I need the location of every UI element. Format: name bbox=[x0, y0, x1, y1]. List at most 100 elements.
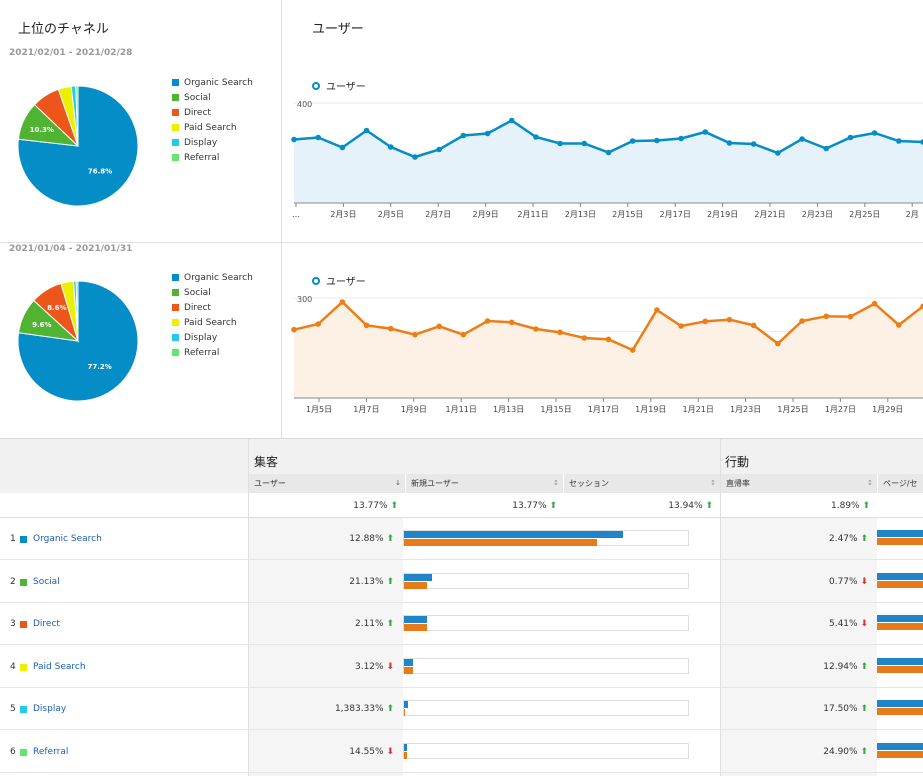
y-tick-label: 400 bbox=[297, 100, 312, 109]
data-point[interactable] bbox=[605, 149, 612, 156]
data-point[interactable] bbox=[508, 319, 515, 326]
series-area bbox=[294, 302, 923, 398]
data-point[interactable] bbox=[557, 329, 563, 336]
data-point[interactable] bbox=[291, 326, 297, 333]
data-point[interactable] bbox=[412, 331, 418, 338]
channel-link[interactable]: Direct bbox=[33, 619, 60, 629]
data-point[interactable] bbox=[847, 313, 854, 320]
data-point[interactable] bbox=[460, 132, 467, 139]
data-point[interactable] bbox=[605, 336, 612, 343]
data-point[interactable] bbox=[533, 134, 539, 140]
col-users[interactable]: ユーザー ↓ bbox=[248, 474, 405, 493]
pie-slice[interactable] bbox=[75, 85, 79, 147]
channel-link[interactable]: Paid Search bbox=[33, 661, 86, 672]
data-point[interactable] bbox=[363, 322, 370, 329]
data-point[interactable] bbox=[654, 137, 660, 144]
bounce-change: 24.90% ⬆ bbox=[720, 731, 868, 773]
channel-link[interactable]: Social bbox=[33, 576, 60, 587]
data-point[interactable] bbox=[847, 134, 854, 141]
data-point[interactable] bbox=[315, 321, 321, 327]
data-point[interactable] bbox=[387, 325, 394, 332]
data-point[interactable] bbox=[339, 299, 346, 305]
data-point[interactable] bbox=[775, 150, 781, 156]
col-sessions[interactable]: セッション ↕ bbox=[563, 474, 720, 493]
data-point[interactable] bbox=[678, 135, 684, 142]
data-point[interactable] bbox=[775, 340, 781, 347]
bounce-change-value: 24.90% bbox=[823, 746, 858, 757]
total-users: 13.77% ⬆ bbox=[248, 493, 398, 518]
channel-swatch bbox=[20, 536, 27, 543]
series-label-text: ユーザー bbox=[326, 82, 366, 93]
data-point[interactable] bbox=[823, 313, 830, 320]
data-point[interactable] bbox=[339, 144, 346, 151]
data-point[interactable] bbox=[871, 300, 878, 307]
data-point[interactable] bbox=[702, 318, 709, 325]
pie-data-label: 8.6% bbox=[47, 304, 66, 312]
sort-icon: ↕ bbox=[553, 479, 559, 487]
col-bounce[interactable]: 直帰率 ↕ bbox=[720, 474, 877, 493]
data-point[interactable] bbox=[533, 326, 539, 332]
bar-previous bbox=[404, 666, 413, 674]
bar-current bbox=[404, 573, 433, 581]
data-point[interactable] bbox=[654, 307, 660, 313]
data-point[interactable] bbox=[508, 117, 515, 124]
pie-slice[interactable] bbox=[75, 280, 79, 342]
data-point[interactable] bbox=[363, 127, 370, 134]
up-arrow-icon: ⬆ bbox=[549, 501, 557, 511]
data-point[interactable] bbox=[896, 322, 902, 328]
data-point[interactable] bbox=[678, 323, 684, 329]
data-point[interactable] bbox=[726, 140, 733, 146]
data-point[interactable] bbox=[315, 134, 321, 141]
data-point[interactable] bbox=[896, 138, 902, 144]
row-rank: 3 bbox=[10, 619, 16, 629]
users-change: 21.13% ⬆ bbox=[248, 561, 394, 603]
data-point[interactable] bbox=[750, 141, 757, 147]
channel-swatch bbox=[20, 621, 27, 628]
data-point[interactable] bbox=[920, 139, 923, 145]
data-point[interactable] bbox=[799, 318, 805, 324]
legend-swatch bbox=[172, 124, 179, 131]
bounce-change-value: 12.94% bbox=[823, 661, 858, 672]
col-new-users[interactable]: 新規ユーザー ↕ bbox=[405, 474, 563, 493]
data-point[interactable] bbox=[291, 136, 297, 143]
up-arrow-icon: ⬆ bbox=[386, 534, 394, 544]
data-point[interactable] bbox=[436, 146, 442, 153]
bar-previous bbox=[877, 750, 923, 758]
data-point[interactable] bbox=[412, 154, 418, 160]
legend-item: Display bbox=[172, 330, 253, 345]
col-pages[interactable]: ページ/セッ bbox=[877, 474, 923, 507]
legend-label: Direct bbox=[184, 107, 211, 118]
data-point[interactable] bbox=[581, 140, 588, 147]
channel-link[interactable]: Organic Search bbox=[33, 534, 102, 544]
data-point[interactable] bbox=[629, 347, 636, 353]
data-point[interactable] bbox=[484, 318, 491, 324]
legend-item: Social bbox=[172, 285, 253, 300]
data-point[interactable] bbox=[726, 316, 733, 323]
channel-link[interactable]: Display bbox=[33, 704, 67, 714]
data-point[interactable] bbox=[629, 138, 636, 144]
data-point[interactable] bbox=[581, 335, 588, 341]
legend-label: Social bbox=[184, 287, 211, 298]
data-point[interactable] bbox=[387, 144, 394, 150]
data-point[interactable] bbox=[702, 129, 709, 135]
data-point[interactable] bbox=[799, 136, 805, 142]
legend-item: Paid Search bbox=[172, 120, 253, 135]
series-dot-icon bbox=[312, 276, 320, 285]
data-point[interactable] bbox=[920, 303, 923, 310]
data-point[interactable] bbox=[750, 322, 757, 329]
x-tick-label: 1月29日 bbox=[872, 405, 903, 414]
data-point[interactable] bbox=[871, 130, 878, 136]
data-point[interactable] bbox=[484, 130, 491, 137]
legend-label: Paid Search bbox=[184, 122, 237, 133]
legend-label: Direct bbox=[184, 302, 211, 313]
comparison-bar bbox=[403, 657, 689, 674]
sort-desc-icon: ↓ bbox=[395, 479, 401, 487]
pie-slice[interactable] bbox=[17, 85, 139, 207]
data-point[interactable] bbox=[436, 323, 442, 330]
down-arrow-icon: ⬇ bbox=[386, 661, 394, 672]
data-point[interactable] bbox=[557, 140, 563, 147]
legend-item: Direct bbox=[172, 105, 253, 120]
channel-link[interactable]: Referral bbox=[33, 746, 69, 757]
data-point[interactable] bbox=[460, 331, 467, 338]
data-point[interactable] bbox=[823, 145, 830, 152]
